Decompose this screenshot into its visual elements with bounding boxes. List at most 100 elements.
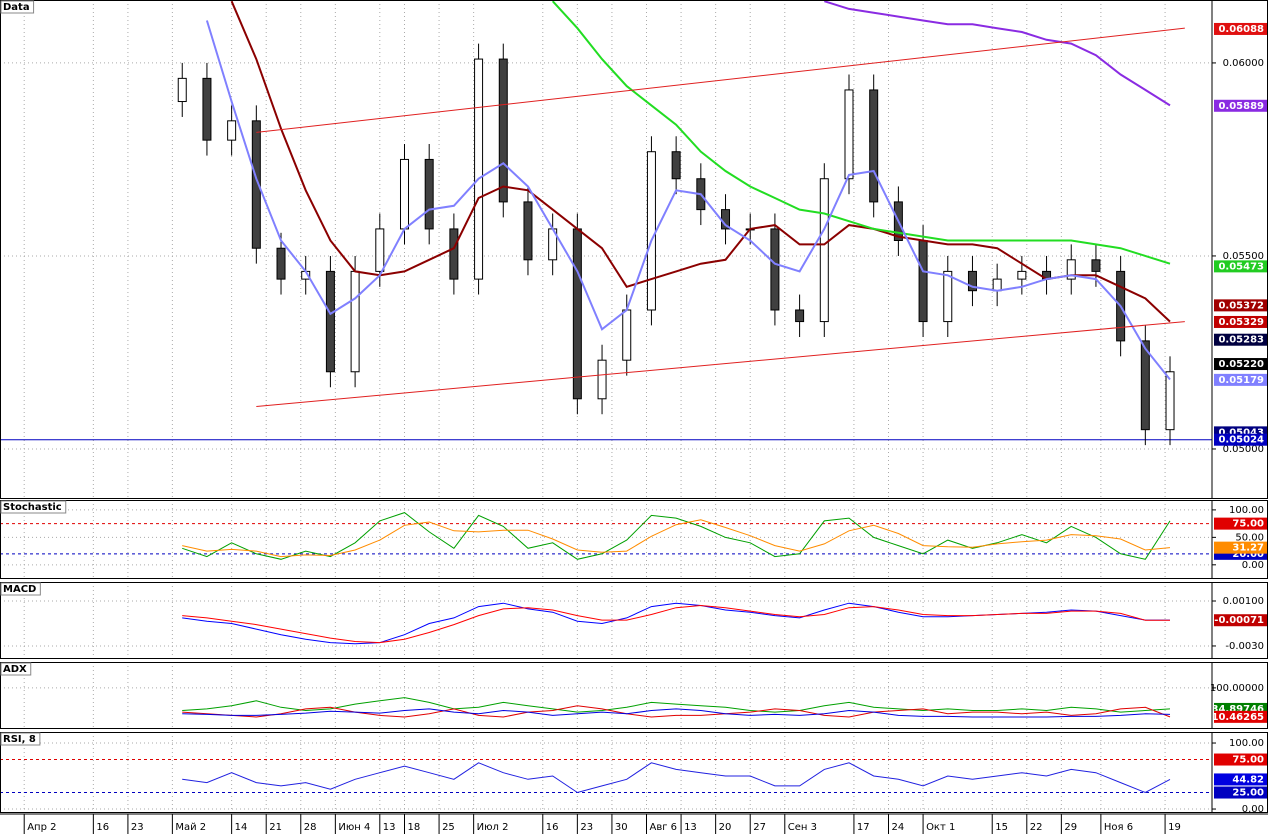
candle-body [1140, 340, 1150, 431]
price-marker-label: 75.00 [1232, 755, 1264, 766]
price-marker-label: 75.00 [1232, 519, 1264, 530]
x-tick-label: Апр 2 [27, 822, 56, 833]
candle-body [177, 77, 187, 103]
candle-body [844, 89, 854, 180]
y-tick-label: 100.00 [1229, 505, 1264, 516]
candle-body [646, 151, 656, 311]
candle-body [770, 228, 780, 311]
panel-plot [0, 662, 1212, 728]
series-line [182, 604, 1170, 644]
y-tick-label: 100.00000 [1210, 683, 1264, 694]
candle-body [795, 309, 805, 323]
price-marker-label: 0.05024 [1218, 435, 1264, 446]
x-tick-label: 20 [719, 822, 732, 833]
x-tick-label: 16 [96, 822, 109, 833]
series-line [182, 697, 1171, 713]
candle-body [202, 77, 212, 141]
price-marker-label: 10.46265 [1211, 712, 1264, 723]
price-marker [1214, 99, 1268, 112]
series-line [182, 512, 1171, 560]
price-marker-label: 0.05372 [1218, 300, 1264, 311]
x-tick-label: 25 [442, 822, 455, 833]
candle-body [992, 278, 1002, 292]
candle-body [671, 151, 681, 180]
candle-body [276, 247, 286, 280]
panel-title-box [0, 0, 35, 14]
candle-body [325, 270, 335, 373]
candle-body [474, 58, 484, 280]
candle-body [424, 158, 434, 230]
price-marker [1214, 299, 1268, 312]
y-tick-label: 0.06000 [1223, 58, 1264, 69]
price-marker-label: 0.05220 [1218, 359, 1264, 370]
price-marker [1214, 753, 1268, 766]
x-tick-label: 13 [383, 822, 396, 833]
candle-body [918, 240, 928, 323]
trendline [256, 27, 1185, 133]
series-line [182, 708, 1171, 718]
x-tick-label: Ноя 6 [1104, 822, 1133, 833]
series-line [182, 519, 1171, 558]
candle-body [523, 201, 533, 261]
panel-title: MACD [3, 584, 36, 595]
x-tick-label: 15 [995, 822, 1008, 833]
candle-body [399, 158, 409, 230]
price-marker-label: 0.05473 [1218, 261, 1264, 272]
price-marker [1214, 373, 1268, 386]
price-marker-label: 31.27 [1232, 543, 1264, 554]
candle-body [498, 58, 508, 203]
price-marker [1214, 517, 1268, 530]
x-tick-label: 23 [131, 822, 144, 833]
candle-body [449, 228, 459, 280]
panel-plot [0, 0, 1212, 498]
x-tick-label: 29 [1064, 822, 1077, 833]
candle-body [869, 89, 879, 203]
price-marker [1214, 614, 1268, 627]
price-marker-label: 0.05043 [1218, 427, 1264, 438]
candle-body [1017, 270, 1027, 280]
x-tick-label: 23 [580, 822, 593, 833]
series-line [824, 0, 1171, 107]
x-tick-label: 18 [407, 822, 420, 833]
price-marker-label: 20.00 [1232, 549, 1264, 560]
price-marker [1214, 260, 1268, 273]
y-tick-label: 0.00100 [1223, 596, 1264, 607]
price-marker-label: 34.89746 [1211, 704, 1264, 715]
candle-body [251, 120, 261, 249]
x-tick-label: Июл 2 [477, 822, 509, 833]
candle-body [1066, 259, 1076, 280]
series-line [205, 20, 1171, 381]
x-tick-label: 24 [892, 822, 905, 833]
x-tick-label: Окт 1 [926, 822, 955, 833]
series-line [230, 0, 1171, 323]
price-marker [1214, 773, 1268, 786]
price-marker [1214, 433, 1268, 446]
y-tick-label: 0.05000 [1223, 444, 1264, 455]
x-tick-label: 27 [753, 822, 766, 833]
candle-body [1165, 371, 1175, 431]
candle-body [1091, 259, 1101, 272]
candle-body [819, 178, 829, 323]
panel-title-box [0, 500, 67, 514]
x-tick-label: Май 2 [175, 822, 206, 833]
y-tick-label: 0.00 [1242, 560, 1264, 571]
candle-body [375, 228, 385, 272]
y-tick-label: 0.00 [1242, 804, 1264, 815]
trendline [256, 321, 1185, 408]
y-tick-label: 100.00 [1229, 738, 1264, 749]
candle-body [622, 309, 632, 361]
x-tick-label: 28 [304, 822, 317, 833]
x-tick-label: 22 [1030, 822, 1043, 833]
price-marker-label: -0.00071 [1214, 615, 1264, 626]
price-marker [1214, 710, 1268, 723]
price-marker-label: 0.05889 [1218, 101, 1264, 112]
x-tick-label: 14 [235, 822, 248, 833]
series-line [182, 762, 1171, 794]
y-tick-label: -0.0030 [1225, 641, 1264, 652]
price-marker-label: 25.00 [1232, 788, 1264, 799]
candle-body [943, 270, 953, 323]
x-tick-label: 17 [857, 822, 870, 833]
panel-title: Stochastic [3, 502, 62, 513]
